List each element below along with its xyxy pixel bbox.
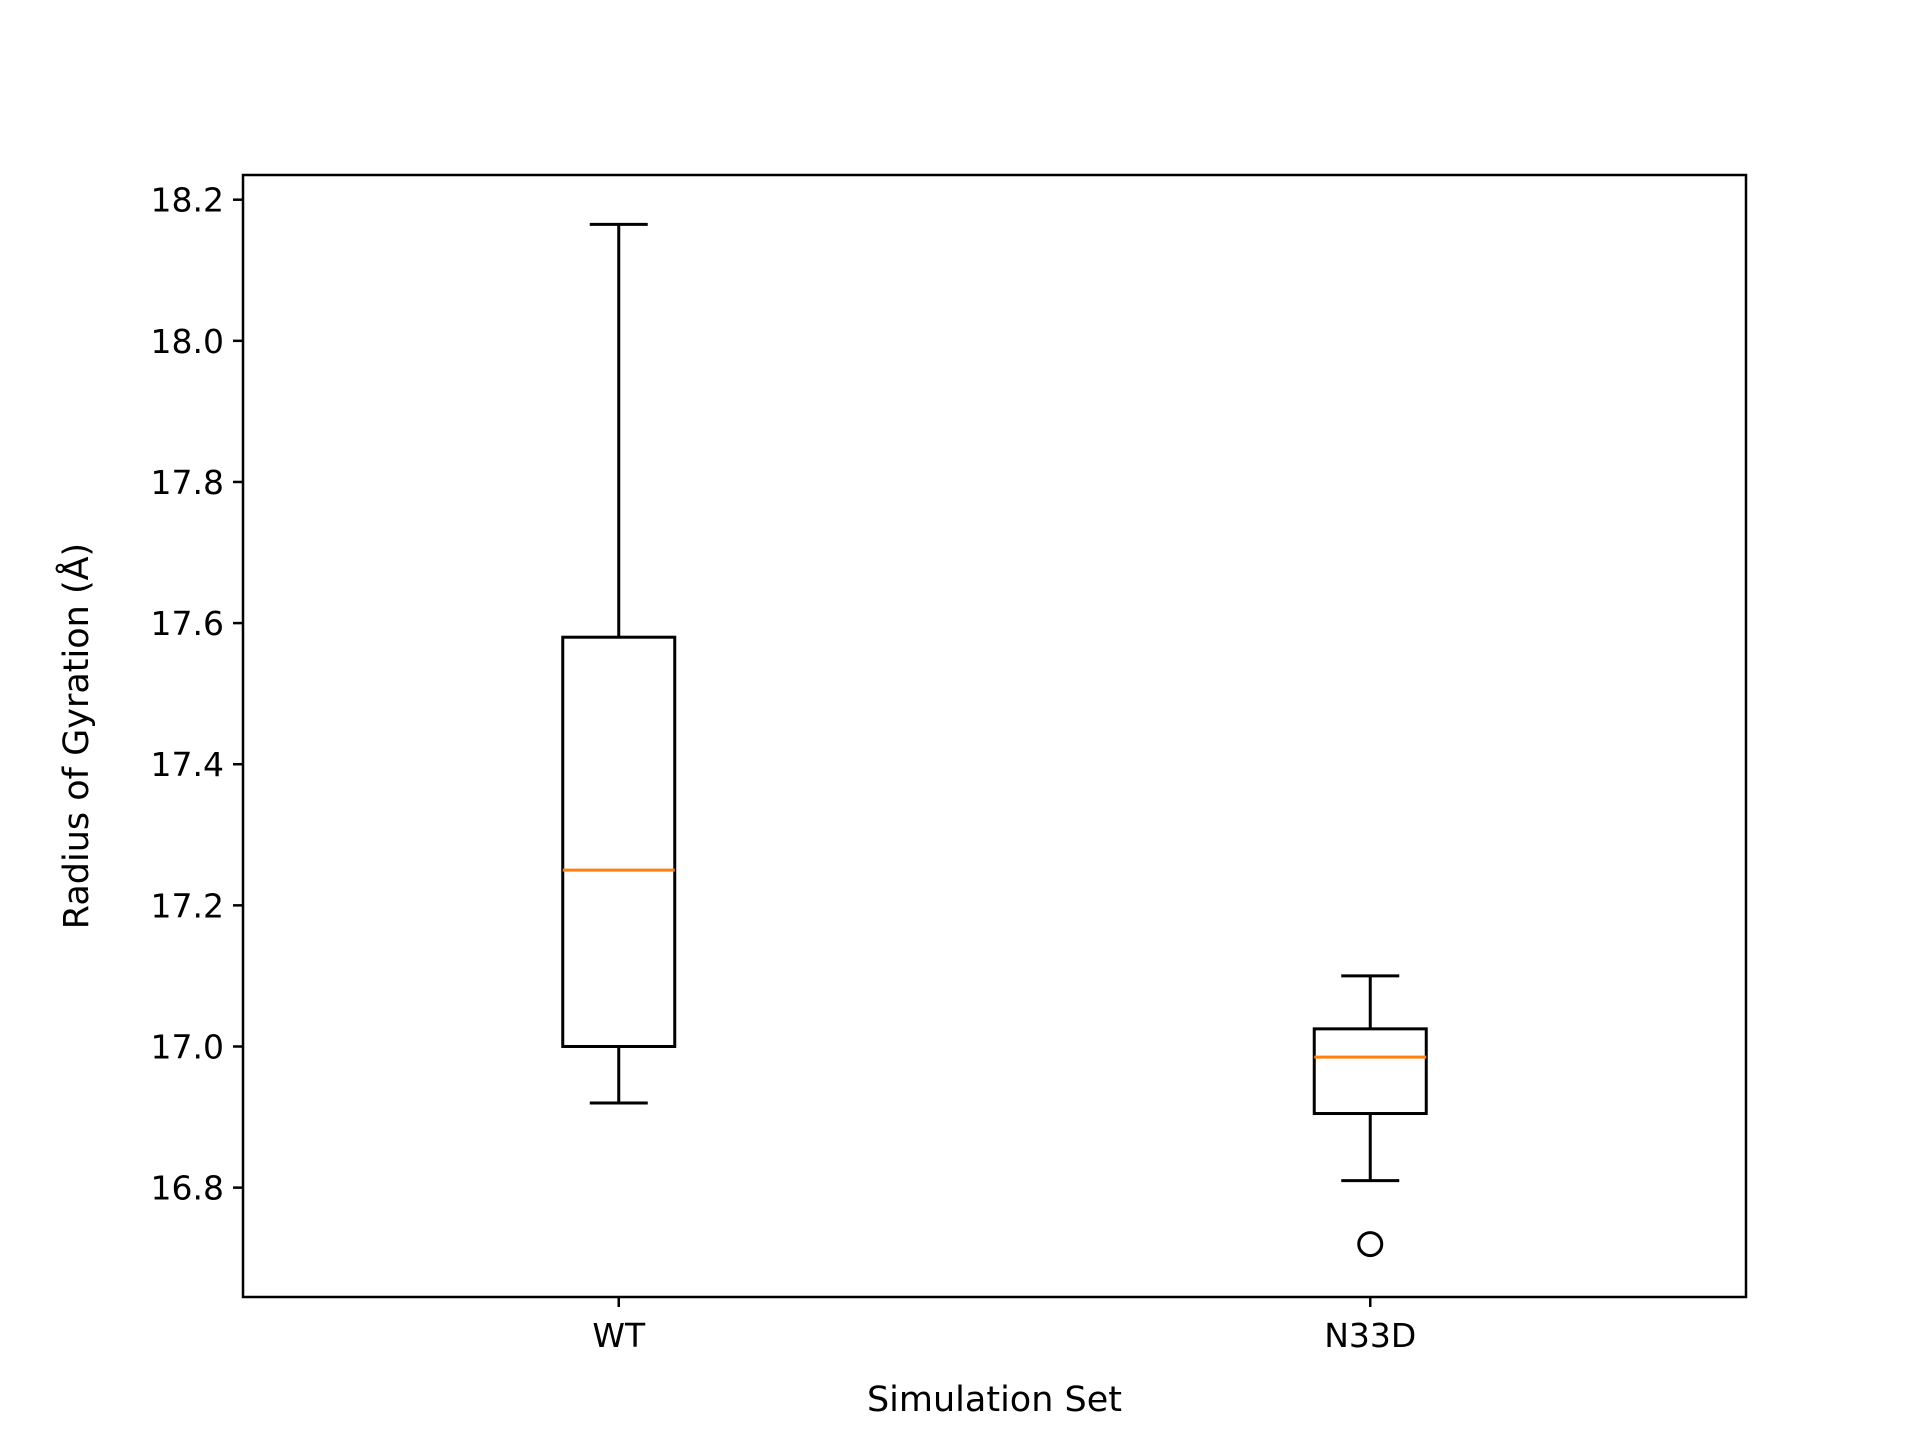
y-tick-label: 18.2 xyxy=(151,181,224,220)
iqr-box xyxy=(1312,1027,1428,1116)
plot-marks xyxy=(561,222,1428,1258)
y-tick-label: 17.6 xyxy=(151,604,224,643)
x-tick-label: WT xyxy=(592,1316,646,1355)
x-axis-label: Simulation Set xyxy=(867,1380,1122,1420)
x-tick-label: N33D xyxy=(1324,1316,1416,1355)
box-n33d xyxy=(1312,974,1428,1258)
outlier-point xyxy=(1357,1231,1384,1258)
y-tick-label: 17.8 xyxy=(151,463,224,502)
plot-frame xyxy=(241,173,1748,1299)
y-axis: 16.8 17.0 17.2 17.4 17.6 17.8 18.0 18.2 xyxy=(151,181,243,1208)
y-tick-label: 16.8 xyxy=(151,1169,224,1208)
iqr-box xyxy=(561,635,677,1048)
box-wt xyxy=(561,222,677,1105)
y-tick-label: 17.4 xyxy=(151,745,224,784)
y-tick-label: 17.2 xyxy=(151,886,224,925)
x-axis: WT N33D xyxy=(592,1297,1416,1355)
y-tick-label: 17.0 xyxy=(151,1027,224,1066)
y-tick-label: 18.0 xyxy=(151,322,224,361)
y-axis-label: Radius of Gyration (Å) xyxy=(54,543,97,929)
